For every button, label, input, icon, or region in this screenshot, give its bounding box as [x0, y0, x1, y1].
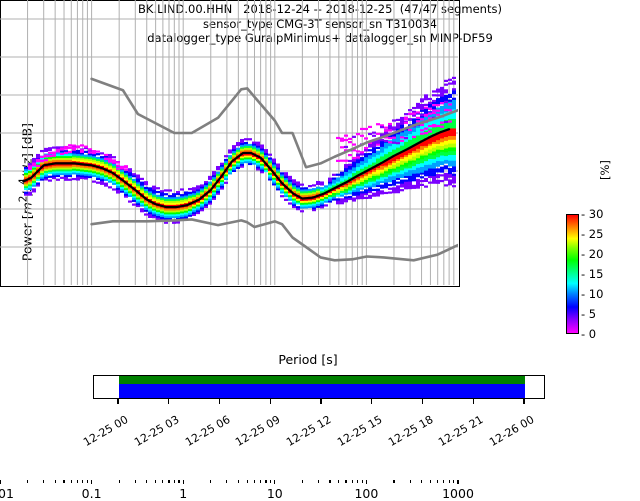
x-tick-mark-minor	[361, 480, 363, 483]
x-tick-mark-minor	[448, 480, 450, 483]
colorbar-tick-label: - 25	[581, 227, 604, 241]
timeline-tick-mark	[523, 399, 525, 404]
title-line-2: sensor_type CMG-3T sensor_sn T310034	[203, 16, 437, 31]
colorbar-unit-label: [%]	[598, 160, 618, 194]
x-tick-mark-minor	[70, 480, 72, 483]
timeline-tick-label: 12-25 00	[81, 413, 131, 449]
timeline-tick-label: 12-26 00	[487, 413, 537, 449]
title-line-3: datalogger_type GuralpMinimus+ datalogge…	[147, 31, 493, 45]
x-tick-mark-minor	[329, 480, 331, 483]
x-tick-label: 1	[179, 486, 188, 501]
x-tick-label: 100	[354, 486, 379, 501]
x-tick-mark-minor	[63, 480, 65, 483]
timeline-tick-label: 12-25 18	[385, 413, 435, 449]
x-tick-mark-minor	[345, 480, 347, 483]
x-tick-mark-minor	[246, 480, 248, 483]
x-tick-mark-minor	[420, 480, 423, 483]
x-tick-mark-minor	[76, 480, 78, 483]
timeline-tick-label: 12-25 15	[334, 413, 385, 449]
x-tick-mark-minor	[260, 480, 262, 483]
x-axis-label: Period [s]	[278, 352, 338, 367]
coverage-bar-top-stripe	[119, 376, 525, 384]
x-tick-mark-minor	[82, 480, 84, 483]
x-tick-label: 0.01	[0, 486, 14, 501]
plot-title: BK.LIND.00.HHN 2018-12-24 -- 2018-12-25 …	[0, 2, 640, 46]
x-tick-mark-minor	[210, 480, 212, 483]
colorbar-tick-label: - 15	[581, 267, 604, 281]
x-tick-mark-minor	[43, 480, 45, 483]
colorbar-tick-label: - 10	[581, 287, 604, 301]
timeline-tick-mark	[472, 399, 474, 404]
x-tick-mark-minor	[86, 480, 88, 483]
x-tick-mark-minor	[393, 480, 395, 483]
x-tick-mark-minor	[168, 480, 170, 483]
x-tick-mark-major	[0, 480, 1, 484]
x-tick-mark-minor	[265, 480, 267, 483]
x-tick-mark-minor	[162, 480, 164, 483]
x-tick-mark-minor	[226, 480, 228, 483]
colorbar	[566, 214, 579, 334]
timeline-tick-label: 12-25 21	[436, 413, 486, 449]
x-tick-mark-minor	[178, 480, 180, 483]
timeline-tick-mark	[269, 399, 271, 404]
x-tick-label: 0.1	[81, 486, 102, 501]
x-tick-mark-major	[365, 480, 367, 484]
x-tick-mark-minor	[155, 480, 157, 483]
x-tick-mark-minor	[146, 480, 148, 483]
timeline-tick-mark	[168, 399, 170, 404]
x-tick-mark-minor	[351, 480, 353, 483]
x-tick-mark-minor	[437, 480, 439, 483]
timeline-tick-label: 12-25 03	[131, 413, 182, 449]
x-tick-mark-major	[274, 480, 276, 484]
x-tick-mark-minor	[443, 480, 445, 483]
x-tick-mark-minor	[429, 480, 431, 483]
x-tick-mark-minor	[338, 480, 340, 483]
x-tick-mark-minor	[270, 480, 272, 483]
x-tick-mark-minor	[173, 480, 175, 483]
title-line-1: BK.LIND.00.HHN 2018-12-24 -- 2018-12-25 …	[138, 2, 502, 16]
x-tick-label: 10	[266, 486, 283, 501]
x-tick-mark-major	[457, 480, 459, 484]
data-coverage-timeline[interactable]	[93, 375, 545, 399]
x-tick-mark-minor	[409, 480, 411, 483]
coverage-bar-bottom-stripe	[119, 384, 525, 398]
colorbar-tick-label: - 0	[581, 327, 597, 341]
colorbar-unit-text: [%]	[598, 160, 612, 180]
timeline-tick-label: 12-25 09	[233, 413, 283, 449]
x-tick-mark-minor	[253, 480, 256, 483]
x-tick-mark-minor	[453, 480, 455, 483]
ppsd-histogram-and-curves	[22, 76, 458, 262]
x-tick-mark-minor	[237, 480, 239, 483]
timeline-tick-mark	[371, 399, 373, 404]
x-tick-mark-minor	[356, 480, 359, 483]
x-tick-mark-minor	[26, 480, 29, 483]
timeline-tick-mark	[421, 399, 424, 404]
timeline-tick-label: 12-25 12	[284, 413, 334, 449]
timeline-tick-label: 12-25 06	[182, 413, 232, 449]
coverage-bar	[119, 376, 525, 398]
x-tick-mark-minor	[118, 480, 120, 483]
x-tick-label: 1000	[442, 486, 474, 501]
x-tick-mark-major	[182, 480, 184, 484]
ppsd-plot-area: −60−80−100−120−140−160−180−200 0.010.111…	[0, 0, 474, 501]
colorbar-tick-label: - 20	[581, 247, 604, 261]
timeline-tick-mark	[218, 399, 221, 404]
colorbar-tick-label: - 5	[581, 307, 597, 321]
x-tick-mark-major	[91, 480, 93, 484]
x-tick-mark-minor	[301, 480, 303, 483]
timeline-tick-mark	[320, 399, 322, 404]
x-tick-mark-minor	[317, 480, 320, 483]
colorbar-tick-label: - 30	[581, 207, 604, 221]
timeline-tick-mark	[117, 399, 119, 404]
x-tick-mark-minor	[54, 480, 56, 483]
x-tick-mark-minor	[134, 480, 136, 483]
